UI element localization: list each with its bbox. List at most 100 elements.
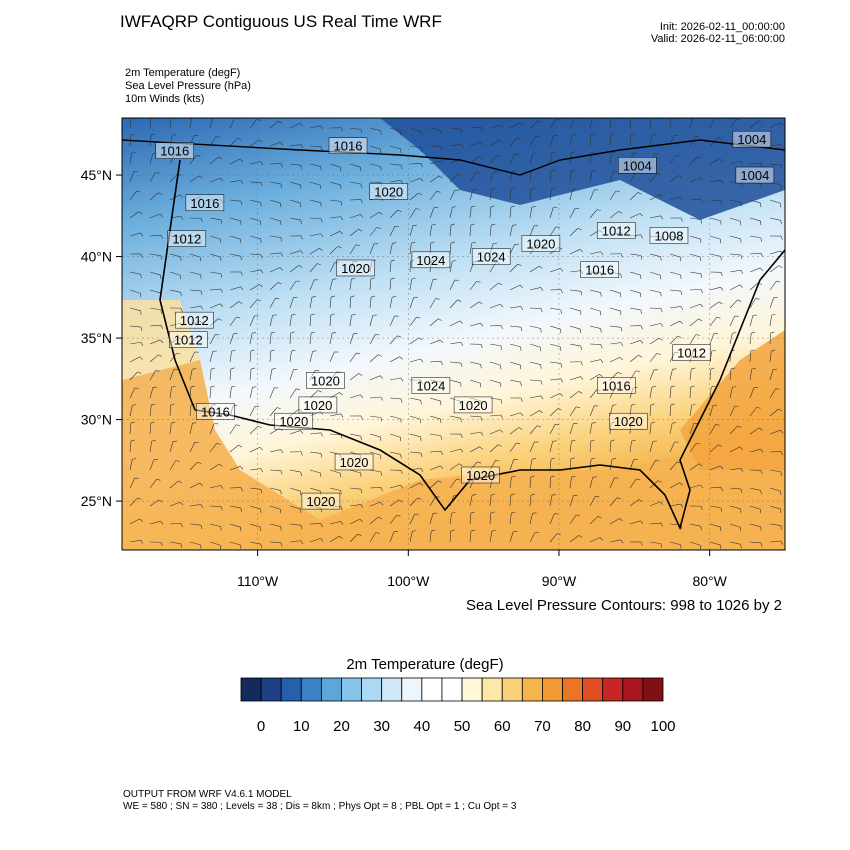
wind-barb-flag <box>350 295 355 298</box>
wind-barb-flag <box>360 415 363 420</box>
wind-barb <box>229 387 232 399</box>
wind-barb <box>229 405 234 417</box>
wind-barb-flag <box>260 254 263 259</box>
wind-barb <box>729 160 741 165</box>
wind-barb <box>269 181 281 185</box>
wind-barb <box>409 451 421 454</box>
wind-barb-flag <box>380 182 383 187</box>
wind-barb-flag <box>340 413 344 418</box>
wind-barb <box>709 235 721 240</box>
wind-barb <box>589 135 592 147</box>
wind-barb <box>749 407 757 417</box>
wind-barb <box>729 541 741 545</box>
wind-barb <box>529 287 541 291</box>
wind-barb <box>269 449 281 453</box>
wind-barb <box>709 118 715 129</box>
wind-barb-flag <box>652 134 657 136</box>
wind-barb <box>509 531 514 543</box>
wind-barb-flag <box>291 313 296 316</box>
wind-barb <box>609 477 615 489</box>
wind-barb <box>229 118 236 129</box>
wind-barb-flag <box>620 539 624 544</box>
wind-barb-flag <box>580 361 583 366</box>
wind-barb-flag <box>439 465 444 470</box>
wind-barb-flag <box>780 525 783 530</box>
wind-barb <box>309 263 318 273</box>
colorbar-swatch <box>401 677 423 702</box>
pressure-label: 1012 <box>175 311 214 329</box>
colorbar-swatch <box>280 677 302 702</box>
wind-barb-flag <box>459 320 463 324</box>
wind-barb <box>309 487 321 492</box>
wind-barb-flag <box>718 444 722 447</box>
wind-barb-flag <box>640 325 643 330</box>
wind-barb <box>689 442 697 453</box>
pressure-label: 1020 <box>298 396 338 414</box>
wind-barb <box>189 405 192 417</box>
wind-barb-flag <box>320 538 324 542</box>
wind-barb-flag <box>500 124 504 129</box>
wind-barb-flag <box>211 404 216 406</box>
latitude-label: 25°N <box>81 493 112 509</box>
colorbar-swatch <box>361 677 383 702</box>
wind-barb <box>669 441 675 453</box>
wind-barb <box>309 351 313 363</box>
wind-barb-flag <box>460 418 462 423</box>
wind-barb <box>509 325 521 328</box>
wind-barb <box>569 423 574 435</box>
wind-barb-flag <box>215 334 220 336</box>
wind-barb <box>589 307 601 312</box>
wind-barb-flag <box>540 380 543 385</box>
wind-barb <box>569 208 576 219</box>
wind-barb-flag <box>130 133 135 136</box>
wind-barb <box>349 181 361 185</box>
wind-barb <box>309 217 321 219</box>
wind-barb <box>209 387 212 399</box>
wind-barb-flag <box>260 238 262 243</box>
wind-barb <box>429 360 441 363</box>
wind-barb <box>369 532 377 543</box>
wind-barb-flag <box>159 213 164 218</box>
wind-barb <box>489 282 499 291</box>
wind-barb-flag <box>252 386 257 388</box>
wind-barb-flag <box>700 198 704 203</box>
wind-barb <box>269 369 273 381</box>
wind-barb-flag <box>320 125 324 130</box>
wind-barb <box>529 441 535 453</box>
wind-barb <box>229 541 241 546</box>
wind-barb <box>309 411 321 417</box>
wind-barb-flag <box>420 379 423 384</box>
wind-barb-flag <box>380 501 384 506</box>
wind-barb-flag <box>300 250 304 254</box>
wind-barb-flag <box>591 422 596 424</box>
valid-time: Valid: 2026-02-11_06:00:00 <box>650 33 785 45</box>
wind-barb <box>489 207 492 219</box>
wind-barb-flag <box>271 331 276 334</box>
colorbar-swatch <box>240 677 262 702</box>
wind-barb <box>449 531 452 543</box>
wind-barb <box>389 397 401 400</box>
wind-barb <box>269 407 278 417</box>
wind-barb <box>729 446 740 453</box>
wind-barb <box>289 163 301 166</box>
wind-barb <box>729 315 735 327</box>
wind-barb <box>149 271 161 276</box>
wind-barb-flag <box>320 523 323 528</box>
wind-barb <box>409 397 421 401</box>
wind-barb <box>189 335 198 345</box>
wind-barb <box>669 118 672 129</box>
wind-barb <box>469 495 473 507</box>
wind-barb <box>489 429 501 435</box>
wind-barb <box>509 412 521 417</box>
wind-barb <box>729 523 741 528</box>
map-axes: 45°N 40°N 35°N 30°N 25°N 110°W 100°W 90°W 80°W <box>81 167 728 589</box>
wind-barb <box>269 315 273 327</box>
wind-barb-flag <box>531 206 536 208</box>
wind-barb-flag <box>332 278 337 280</box>
wind-barb-flag <box>397 209 402 212</box>
wind-barb-flag <box>300 144 304 149</box>
wind-barb-flag <box>500 345 502 350</box>
wind-barb <box>349 451 361 456</box>
wind-barb-flag <box>558 246 563 250</box>
wind-barb-flag <box>237 137 242 140</box>
